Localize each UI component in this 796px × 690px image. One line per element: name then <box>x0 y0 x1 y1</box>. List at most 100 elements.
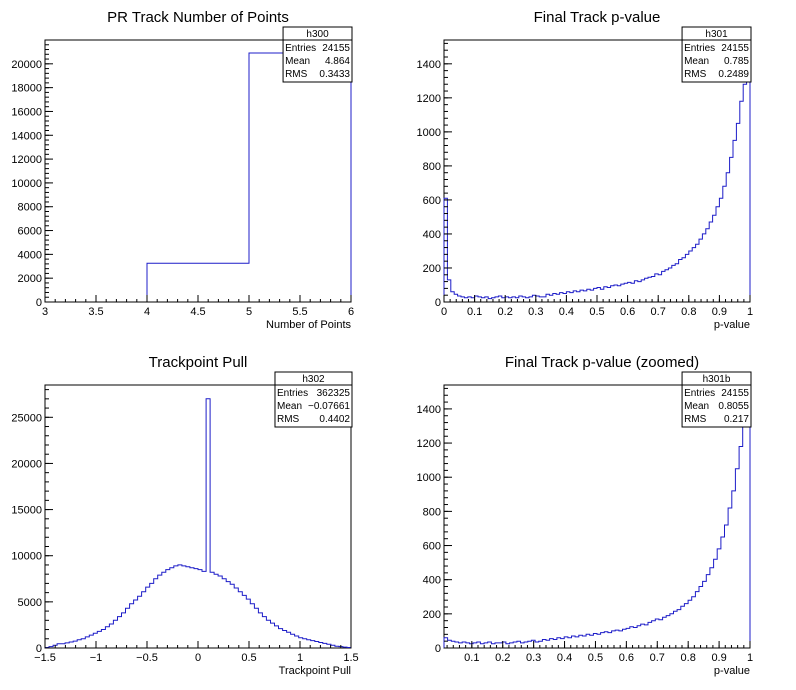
y-tick-label: 5000 <box>18 597 42 609</box>
x-axis-label: p-value <box>714 319 750 331</box>
stats-row-label: RMS <box>277 414 300 425</box>
stats-row-value: 362325 <box>317 388 351 399</box>
x-tick-label: 1 <box>747 306 753 318</box>
x-tick-label: 3.5 <box>88 306 103 318</box>
y-tick-label: 600 <box>423 195 441 207</box>
y-tick-label: 1200 <box>417 93 441 105</box>
stats-row-value: 4.864 <box>325 56 350 67</box>
x-tick-label: 0 <box>195 652 201 664</box>
x-tick-label: 0.3 <box>528 306 543 318</box>
chart-title: Trackpoint Pull <box>149 354 248 371</box>
stats-row-value: 24155 <box>322 43 350 54</box>
histogram-series <box>443 405 751 648</box>
chart-panel-4: Final Track p-value (zoomed) 0.1 0.2 0.3 0.4… <box>417 354 754 677</box>
x-tick-label: 1 <box>297 652 303 664</box>
stats-row-label: Mean <box>684 56 709 67</box>
y-tick-label: 1400 <box>417 59 441 71</box>
x-tick-label: 0.7 <box>651 306 666 318</box>
x-tick-label: 6 <box>348 306 354 318</box>
stats-box: h302 Entries 362325 Mean −0.07661 RMS 0.4402 <box>274 371 353 428</box>
stats-row-value: 0.4402 <box>319 414 350 425</box>
y-tick-label: 20000 <box>11 458 42 470</box>
y-tick-label: 12000 <box>11 154 42 166</box>
y-tick-label: 18000 <box>11 83 42 95</box>
y-tick-label: 8000 <box>18 202 42 214</box>
stats-box-frame <box>274 371 353 428</box>
y-tick-label: 1000 <box>417 127 441 139</box>
chart-panel-2: Final Track p-value 0 0.1 0.2 0.3 0.4 0.5 0.6 0.… <box>417 9 754 331</box>
stats-row-value: 24155 <box>721 43 749 54</box>
x-tick-label: 0.2 <box>495 652 510 664</box>
histogram-series <box>44 398 352 648</box>
y-tick-label: 1400 <box>417 404 441 416</box>
stats-box: h301b Entries 24155 Mean 0.8055 RMS 0.217 <box>681 371 752 428</box>
stats-row-value: 0.2489 <box>718 69 749 80</box>
y-tick-label: 20000 <box>11 59 42 71</box>
chart-panel-1: PR Track Number of Points 3 3.5 4 4.5 5 5.5 6 0 2… <box>11 9 354 331</box>
y-tick-label: 1200 <box>417 438 441 450</box>
y-tick-label: 200 <box>423 609 441 621</box>
x-tick-label: 1 <box>747 652 753 664</box>
y-tick-label: 600 <box>423 541 441 553</box>
y-tick-label: 1000 <box>417 472 441 484</box>
x-tick-label: 0.2 <box>498 306 513 318</box>
x-tick-label: −1.5 <box>34 652 56 664</box>
stats-row-label: Entries <box>684 43 715 54</box>
y-tick-label: 0 <box>36 297 42 309</box>
x-tick-label: 3 <box>42 306 48 318</box>
x-tick-label: −1 <box>90 652 103 664</box>
x-tick-label: 0.8 <box>681 652 696 664</box>
y-tick-label: 25000 <box>11 412 42 424</box>
x-axis-label: Number of Points <box>266 319 351 331</box>
x-tick-label: 0.1 <box>464 652 479 664</box>
histogram-series <box>443 59 751 302</box>
chart-title: Final Track p-value <box>534 9 661 26</box>
stats-row-label: Mean <box>684 401 709 412</box>
histogram-series <box>146 52 352 302</box>
stats-row-label: Entries <box>285 43 316 54</box>
x-tick-label: 0.6 <box>620 306 635 318</box>
stats-row-value: −0.07661 <box>308 401 350 412</box>
x-tick-label: 0.4 <box>557 652 572 664</box>
stats-box-name: h302 <box>302 374 325 385</box>
stats-row-label: Mean <box>285 56 310 67</box>
y-tick-label: 15000 <box>11 505 42 517</box>
y-tick-label: 10000 <box>11 551 42 563</box>
y-tick-label: 16000 <box>11 106 42 118</box>
x-tick-label: 0.6 <box>619 652 634 664</box>
stats-row-value: 0.8055 <box>718 401 749 412</box>
x-tick-label: 5.5 <box>292 306 307 318</box>
stats-row-value: 0.3433 <box>319 69 350 80</box>
y-tick-label: 2000 <box>18 273 42 285</box>
y-tick-label: 14000 <box>11 130 42 142</box>
x-tick-label: 4 <box>144 306 150 318</box>
stats-box: h300 Entries 24155 Mean 4.864 RMS 0.3433 <box>282 26 353 83</box>
y-tick-label: 4000 <box>18 249 42 261</box>
stats-row-label: Entries <box>684 388 715 399</box>
x-tick-label: 0 <box>441 306 447 318</box>
y-tick-label: 0 <box>435 297 441 309</box>
stats-row-value: 24155 <box>721 388 749 399</box>
x-tick-label: 1.5 <box>343 652 358 664</box>
x-tick-label: 5 <box>246 306 252 318</box>
stats-box-name: h300 <box>306 29 329 40</box>
stats-row-value: 0.217 <box>724 414 749 425</box>
stats-row-label: Mean <box>277 401 302 412</box>
y-tick-label: 0 <box>36 643 42 655</box>
x-tick-label: 0.5 <box>588 652 603 664</box>
x-tick-label: 0.9 <box>712 306 727 318</box>
x-tick-label: 4.5 <box>190 306 205 318</box>
stats-box: h301 Entries 24155 Mean 0.785 RMS 0.2489 <box>681 26 752 83</box>
x-tick-label: 0.5 <box>589 306 604 318</box>
x-tick-label: 0.5 <box>241 652 256 664</box>
stats-row-label: RMS <box>684 414 707 425</box>
y-tick-label: 800 <box>423 161 441 173</box>
x-axis-label: p-value <box>714 665 750 677</box>
y-tick-label: 200 <box>423 263 441 275</box>
chart-panel-3: Trackpoint Pull −1.5 −1 −0.5 0 0.5 1 1.5 0 5000 10… <box>11 354 358 677</box>
stats-box-name: h301 <box>705 29 728 40</box>
stats-row-label: RMS <box>684 69 707 80</box>
y-tick-label: 6000 <box>18 226 42 238</box>
x-tick-label: 0.1 <box>467 306 482 318</box>
